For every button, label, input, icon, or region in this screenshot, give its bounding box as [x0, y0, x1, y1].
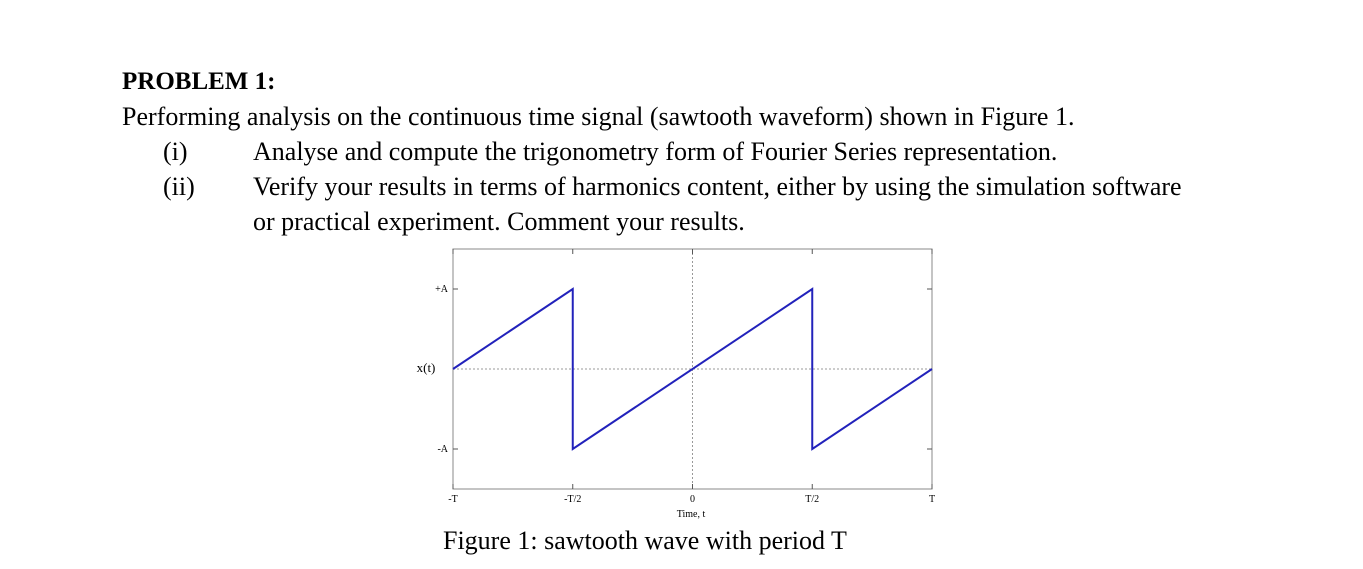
x-tick-label: T/2	[805, 494, 819, 505]
y-axis-label: x(t)	[417, 360, 436, 375]
line-series	[452, 287, 933, 451]
x-tick-label: -T/2	[564, 494, 581, 505]
heading: PROBLEM 1:	[122, 68, 276, 95]
y-tick-label: -A	[437, 444, 448, 455]
item-text: Verify your results in terms of harmonic…	[253, 172, 1182, 236]
x-tick-label: -T	[448, 494, 457, 505]
intro: Performing analysis on the continuous ti…	[122, 102, 1075, 131]
x-tick-label: 0	[690, 494, 695, 505]
x-axis-label: Time, t	[677, 509, 706, 520]
y-tick-label: +A	[435, 284, 449, 295]
x-tick-label: T	[929, 494, 935, 505]
item-label: (ii)	[163, 172, 195, 201]
caption: Figure 1: sawtooth wave with period T	[443, 526, 847, 555]
item-label: (i)	[163, 137, 188, 166]
item-text: Analyse and compute the trigonometry for…	[253, 137, 1058, 166]
chart: Time, t x(t) -T -T/2 0 T/2 T +A -A	[417, 248, 935, 520]
